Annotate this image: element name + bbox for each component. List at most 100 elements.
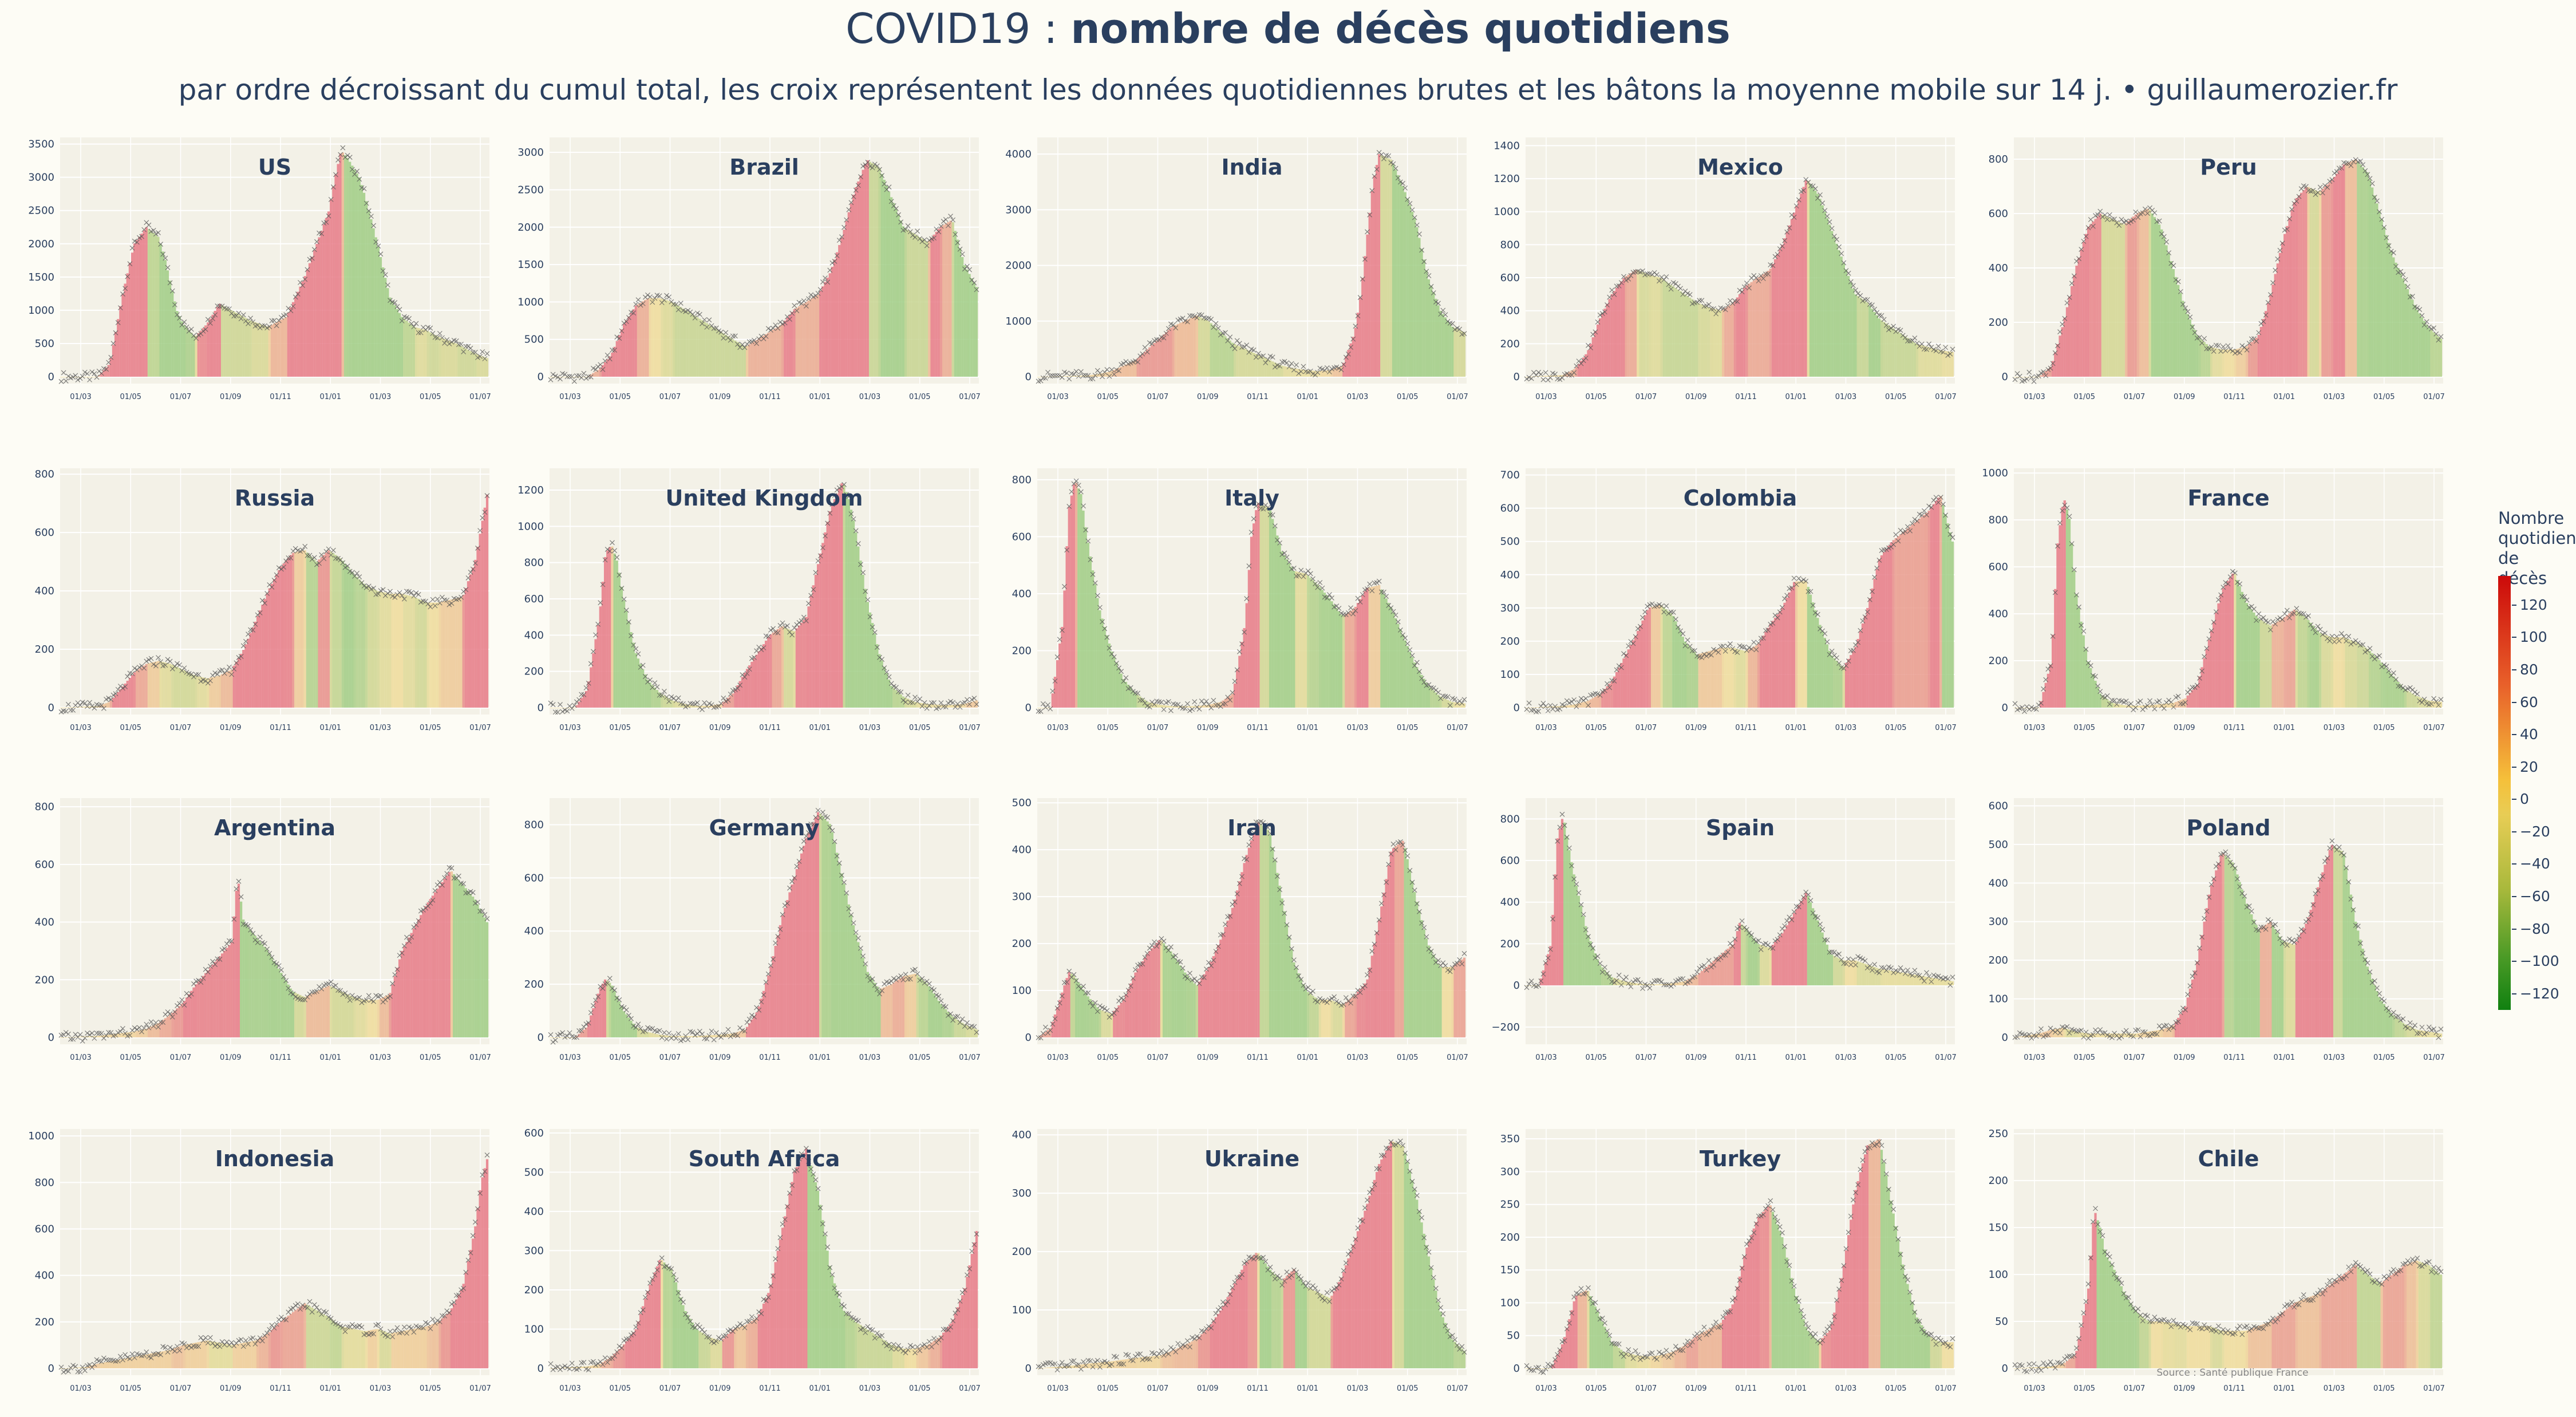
bar: [266, 593, 268, 708]
data-cross: [1253, 354, 1259, 360]
bar: [1262, 357, 1265, 377]
bar: [1897, 331, 1900, 377]
bar: [1136, 968, 1139, 1037]
bar: [1880, 555, 1883, 708]
bar: [1290, 949, 1293, 1037]
bar: [1288, 367, 1291, 377]
bar: [438, 885, 441, 1037]
data-cross: [817, 287, 823, 293]
bar: [401, 950, 404, 1037]
bar: [2328, 636, 2331, 708]
bar: [1637, 630, 1639, 708]
y-tick-label: 1000: [28, 305, 54, 317]
bar: [642, 301, 645, 377]
bar: [2305, 617, 2308, 708]
bar: [1594, 330, 1597, 377]
data-cross: [1109, 367, 1115, 373]
bar: [2288, 218, 2291, 377]
bar: [1162, 705, 1165, 708]
bar: [1321, 590, 1324, 708]
bar: [341, 992, 344, 1037]
data-cross: [706, 317, 712, 323]
bar: [1570, 705, 1573, 708]
bar: [1210, 323, 1212, 377]
data-cross: [1097, 370, 1103, 376]
bar: [420, 599, 422, 708]
bar: [2283, 234, 2286, 377]
data-cross: [581, 370, 587, 376]
bar: [391, 594, 394, 708]
bar: [549, 1037, 552, 1038]
bar: [2380, 219, 2383, 377]
bar: [232, 665, 235, 708]
bar: [1826, 218, 1829, 377]
bar: [1911, 341, 1914, 377]
bar: [1743, 287, 1746, 377]
bar: [1696, 302, 1698, 377]
bar: [1143, 957, 1147, 1037]
bar: [2257, 618, 2260, 708]
bar: [410, 596, 413, 708]
bar: [1719, 648, 1722, 708]
bar: [2354, 159, 2357, 377]
bar: [2106, 216, 2109, 377]
bar: [280, 973, 283, 1037]
data-cross: [163, 255, 168, 261]
bar: [1435, 959, 1437, 1037]
x-tick-label: 01/01: [320, 393, 341, 401]
bar: [2319, 633, 2322, 708]
bar: [270, 957, 273, 1037]
bar: [1883, 322, 1886, 377]
bar: [1769, 269, 1772, 377]
bar: [655, 298, 659, 377]
bar: [788, 314, 791, 377]
y-tick-label: 0: [538, 1032, 544, 1044]
bar: [358, 579, 361, 708]
y-tick-label: 500: [524, 334, 544, 346]
bar: [1238, 656, 1241, 708]
bar: [2345, 638, 2348, 708]
bar: [1406, 646, 1409, 708]
bar: [145, 664, 148, 708]
bar: [2087, 227, 2090, 377]
data-cross: [293, 294, 298, 300]
bar: [377, 999, 380, 1037]
data-cross: [550, 372, 556, 377]
bar: [2229, 577, 2232, 708]
bar: [1603, 309, 1606, 377]
bar: [1389, 159, 1392, 377]
data-cross: [1412, 215, 1417, 220]
bar: [847, 904, 850, 1037]
bar: [368, 586, 370, 708]
bar: [1575, 367, 1578, 377]
x-tick-label: 01/07: [1147, 393, 1168, 401]
data-cross: [227, 306, 232, 311]
data-cross: [919, 239, 925, 244]
bar: [1451, 966, 1454, 1037]
bar: [322, 224, 325, 377]
y-tick-label: 600: [1500, 272, 1520, 284]
bar: [609, 547, 611, 708]
bar: [2077, 607, 2080, 708]
bar: [1441, 967, 1444, 1037]
data-cross: [340, 145, 346, 151]
bar: [1139, 965, 1141, 1037]
data-cross: [309, 255, 315, 261]
bar: [1437, 305, 1440, 377]
bar: [2129, 218, 2132, 377]
bar: [242, 317, 245, 377]
bar: [1660, 605, 1663, 708]
bar: [1560, 375, 1564, 377]
y-tick-label: 600: [524, 872, 544, 884]
bar: [1894, 538, 1897, 708]
bar: [1915, 520, 1919, 708]
y-tick-label: 4000: [1005, 148, 1032, 160]
bar: [674, 701, 678, 708]
bar: [1449, 323, 1452, 377]
data-cross: [1076, 373, 1081, 379]
bar: [1579, 702, 1583, 708]
bar: [1304, 989, 1307, 1037]
bar: [909, 974, 912, 1037]
y-tick-label: 300: [1500, 602, 1520, 614]
bar: [587, 681, 590, 708]
